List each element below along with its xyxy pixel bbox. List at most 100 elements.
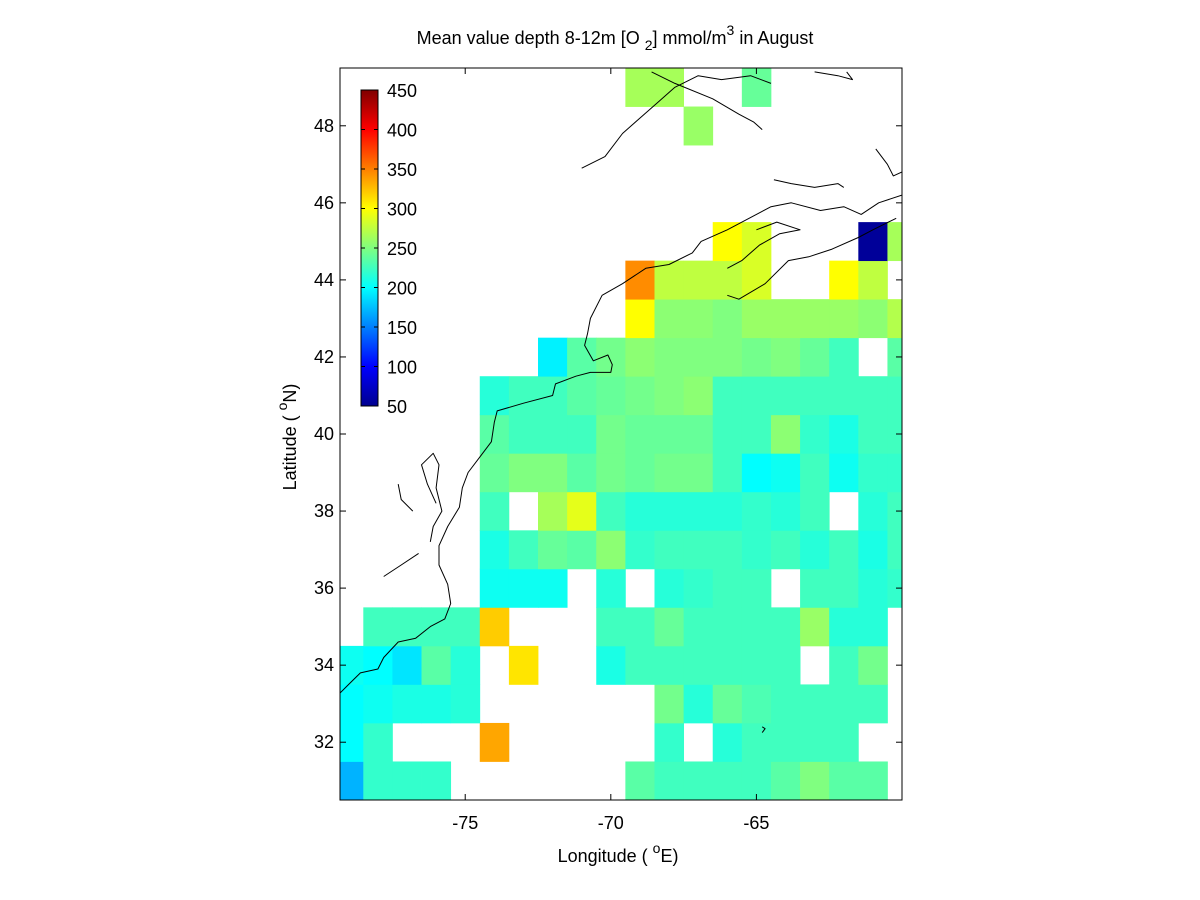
heatmap-cell xyxy=(340,645,364,685)
heatmap-cell xyxy=(917,684,947,723)
heatmap-cell xyxy=(800,299,830,339)
colorbar-tick-label: 150 xyxy=(387,318,417,338)
heatmap-cell xyxy=(712,761,743,800)
heatmap-cell xyxy=(625,453,655,493)
heatmap-cell xyxy=(887,453,902,493)
heatmap-cell xyxy=(654,645,685,685)
heatmap-cell xyxy=(596,530,626,570)
heatmap-cell xyxy=(712,260,743,300)
heatmap-cell xyxy=(421,761,452,800)
heatmap-cell xyxy=(770,453,801,493)
heatmap-cell xyxy=(829,68,859,69)
heatmap-cell xyxy=(770,761,801,800)
colorbar-tick-label: 400 xyxy=(387,121,417,141)
heatmap-cell xyxy=(654,530,685,570)
heatmap-cell xyxy=(712,222,743,262)
heatmap-cell xyxy=(741,222,772,262)
heatmap-cell xyxy=(712,453,743,493)
heatmap-cell xyxy=(887,376,902,416)
heatmap-cell xyxy=(654,453,685,493)
heatmap-cell xyxy=(567,414,597,454)
heatmap-cell xyxy=(683,568,714,608)
heatmap-cell xyxy=(946,453,976,492)
heatmap-cell xyxy=(363,761,393,800)
heatmap-cell xyxy=(800,414,830,454)
heatmap-cell xyxy=(946,684,976,723)
heatmap-cell xyxy=(829,376,859,416)
heatmap-cell xyxy=(917,569,947,608)
heatmap-cell xyxy=(596,491,626,531)
heatmap-cell xyxy=(340,761,364,800)
heatmap-cell xyxy=(887,491,902,531)
heatmap-cell xyxy=(975,338,1005,377)
heatmap-cell xyxy=(479,607,510,647)
heatmap-cell xyxy=(683,491,714,531)
heatmap-cell xyxy=(917,376,947,415)
heatmap-cell xyxy=(975,184,1005,223)
heatmap-cell xyxy=(800,530,830,570)
heatmap-cell xyxy=(741,337,772,377)
heatmap-cell xyxy=(946,376,976,415)
heatmap-cell xyxy=(712,299,743,339)
heatmap-cell xyxy=(770,491,801,531)
heatmap-cell xyxy=(654,607,685,647)
colorbar-tick-label: 300 xyxy=(387,200,417,220)
heatmap-cell xyxy=(800,607,830,647)
heatmap-cell xyxy=(596,645,626,685)
heatmap-cell xyxy=(654,299,685,339)
heatmap-cell xyxy=(683,299,714,339)
heatmap-cell xyxy=(654,376,685,416)
chart-title: Mean value depth 8-12m [O 2] mmol/m3 in … xyxy=(417,22,814,53)
heatmap-cell xyxy=(975,415,1005,454)
heatmap-cell xyxy=(363,645,393,685)
y-tick-label: 42 xyxy=(314,347,334,367)
heatmap-cell xyxy=(858,222,888,262)
heatmap-cell xyxy=(508,414,539,454)
heatmap-cell xyxy=(538,414,568,454)
heatmap-cell xyxy=(538,568,568,608)
heatmap-cell xyxy=(946,492,976,531)
heatmap-cell xyxy=(800,684,830,724)
heatmap-cell xyxy=(741,491,772,531)
heatmap-cell xyxy=(741,376,772,416)
y-tick-label: 38 xyxy=(314,501,334,521)
heatmap-cell xyxy=(858,568,888,608)
y-tick-label: 46 xyxy=(314,193,334,213)
coastline-segment xyxy=(340,194,902,694)
heatmap-cell xyxy=(946,261,976,300)
heatmap-cell xyxy=(800,722,830,762)
heatmap-cell xyxy=(712,722,743,762)
coastline-segment xyxy=(875,148,902,177)
heatmap-cell xyxy=(392,761,422,800)
heatmap-cell xyxy=(829,684,859,724)
heatmap-cell xyxy=(683,260,714,300)
colorbar-tick-label: 200 xyxy=(387,279,417,299)
heatmap-cell xyxy=(683,453,714,493)
colorbar-tick-label: 250 xyxy=(387,239,417,259)
heatmap-cell xyxy=(946,299,976,338)
colorbar-tick-label: 450 xyxy=(387,81,417,101)
heatmap-cell xyxy=(625,645,655,685)
heatmap-cell xyxy=(858,684,888,724)
heatmap-cell xyxy=(887,299,902,339)
heatmap-cell xyxy=(741,453,772,493)
heatmap-cell xyxy=(946,145,976,184)
heatmap-cell xyxy=(625,491,655,531)
coastline-segment xyxy=(581,75,772,169)
coastline-segment xyxy=(814,71,853,81)
heatmap-cell xyxy=(625,260,655,300)
heatmap-cell xyxy=(479,530,510,570)
heatmap-cell xyxy=(421,645,452,685)
heatmap-cell xyxy=(858,414,888,454)
heatmap-cell xyxy=(741,530,772,570)
heatmap-cell xyxy=(887,222,902,262)
heatmap-cell xyxy=(770,645,801,685)
heatmap-cell xyxy=(479,453,510,493)
y-axis-title: Latitude ( oN) xyxy=(274,384,300,491)
heatmap-cell xyxy=(917,107,947,146)
heatmap-cell xyxy=(770,337,801,377)
x-tick-label: -75 xyxy=(452,813,478,833)
heatmap-cell xyxy=(712,530,743,570)
heatmap-cell xyxy=(917,261,947,300)
y-tick-label: 48 xyxy=(314,116,334,136)
